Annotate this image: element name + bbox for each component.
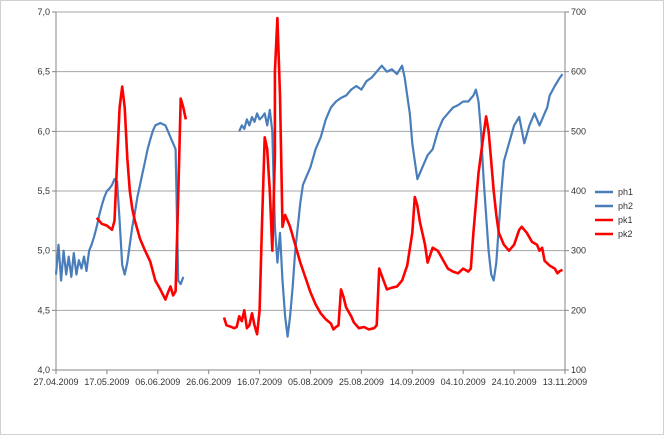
y-left-tick-label: 4,5 — [37, 305, 50, 315]
y-right-tick-labels: 100 200 300 400 500 600 700 — [571, 7, 586, 375]
series-line-ph1 — [54, 121, 185, 286]
x-tick-label: 06.06.2009 — [135, 377, 180, 387]
x-tick-label: 16.07.2009 — [237, 377, 282, 387]
y-right-tick-label: 100 — [571, 365, 586, 375]
y-left-tick-label: 5,0 — [37, 246, 50, 256]
series-line-pk2 — [222, 16, 564, 336]
x-tick-label: 14.09.2009 — [390, 377, 435, 387]
x-tick-label: 05.08.2009 — [288, 377, 333, 387]
y-right-tick-label: 300 — [571, 246, 586, 256]
y-left-tick-label: 4,0 — [37, 365, 50, 375]
legend-label-ph2: ph2 — [618, 201, 633, 211]
axes — [52, 11, 569, 374]
x-tick-label: 25.08.2009 — [339, 377, 384, 387]
y-left-tick-label: 6,5 — [37, 67, 50, 77]
x-tick-labels: 27.04.2009 17.05.2009 06.06.2009 26.06.2009… — [33, 377, 587, 387]
y-left-tick-label: 5,5 — [37, 186, 50, 196]
series-line-ph2 — [238, 64, 564, 338]
gridlines — [56, 11, 565, 311]
x-tick-label: 24.10.2009 — [492, 377, 537, 387]
y-left-tick-label: 7,0 — [37, 7, 50, 17]
y-left-tick-label: 6,0 — [37, 126, 50, 136]
series-lines — [54, 16, 564, 338]
x-tick-label: 17.05.2009 — [84, 377, 129, 387]
y-right-tick-label: 200 — [571, 305, 586, 315]
series-line-pk1 — [95, 85, 188, 301]
x-tick-label: 27.04.2009 — [33, 377, 78, 387]
legend-label-ph1: ph1 — [618, 187, 633, 197]
legend: ph1 ph2 pk1 pk2 — [595, 187, 633, 239]
y-right-tick-label: 500 — [571, 126, 586, 136]
y-right-tick-label: 600 — [571, 67, 586, 77]
y-right-tick-label: 400 — [571, 186, 586, 196]
y-right-tick-label: 700 — [571, 7, 586, 17]
x-tick-label: 04.10.2009 — [441, 377, 486, 387]
x-tick-label: 26.06.2009 — [186, 377, 231, 387]
x-tick-label: 13.11.2009 — [543, 377, 587, 387]
legend-label-pk2: pk2 — [618, 229, 633, 239]
y-left-tick-labels: 4,0 4,5 5,0 5,5 6,0 6,5 7,0 — [37, 7, 50, 375]
legend-label-pk1: pk1 — [618, 215, 633, 225]
